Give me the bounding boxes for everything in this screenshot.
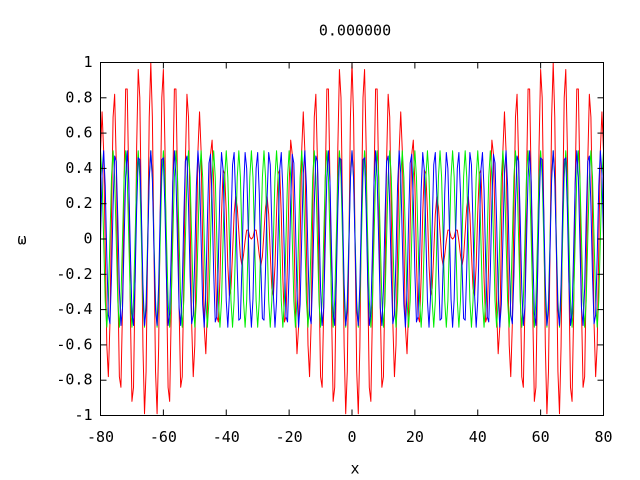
chart-title: 0.000000: [319, 22, 391, 40]
x-tick-label: 60: [532, 428, 550, 446]
x-tick-label: 0: [347, 428, 356, 446]
y-tick-label: -1: [74, 406, 92, 424]
x-tick-label: 40: [469, 428, 487, 446]
y-tick-label: -0.6: [56, 335, 92, 353]
x-tick-label: -40: [213, 428, 240, 446]
data-line: [100, 150, 604, 328]
y-tick-label: 0.8: [65, 88, 92, 106]
x-tick-label: -60: [150, 428, 177, 446]
x-tick-label: -80: [87, 428, 114, 446]
y-tick-label: 1: [83, 53, 92, 71]
x-tick-label: -20: [276, 428, 303, 446]
x-axis-label: x: [350, 460, 359, 478]
y-tick-label: -0.2: [56, 265, 92, 283]
y-tick-label: -0.4: [56, 300, 92, 318]
y-axis-label: ω: [17, 231, 26, 249]
y-tick-label: 0.2: [65, 194, 92, 212]
y-tick-label: 0: [83, 230, 92, 248]
y-tick-label: -0.8: [56, 371, 92, 389]
x-tick-label: 80: [594, 428, 612, 446]
x-tick-label: 20: [406, 428, 424, 446]
y-tick-label: 0.6: [65, 124, 92, 142]
y-tick-label: 0.4: [65, 159, 92, 177]
